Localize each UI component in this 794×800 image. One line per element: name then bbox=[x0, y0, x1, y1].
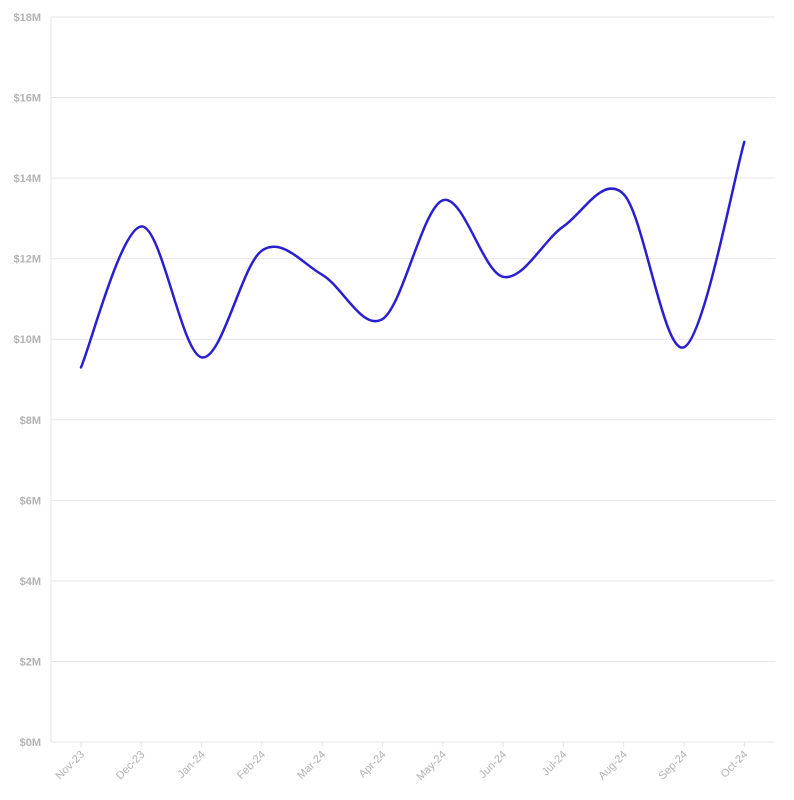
x-tick-label: Sep-24 bbox=[657, 749, 691, 783]
x-tick-label: Nov-23 bbox=[54, 749, 88, 783]
x-tick-label: Oct-24 bbox=[719, 749, 751, 781]
x-tick-label: Jul-24 bbox=[540, 749, 570, 779]
x-tick-label: Apr-24 bbox=[357, 749, 389, 781]
x-tick-label: Aug-24 bbox=[596, 749, 630, 783]
y-tick-label: $10M bbox=[13, 334, 41, 346]
series-line bbox=[79, 140, 746, 369]
y-tick-label: $14M bbox=[13, 173, 41, 185]
y-tick-labels: $0M $2M $4M $6M $8M $10M $12M $14M $16M $18M bbox=[13, 12, 41, 749]
x-tick-label: Feb-24 bbox=[235, 749, 268, 782]
x-tick-labels: Nov-23 Dec-23 Jan-24 Feb-24 Mar-24 Apr-24 May-… bbox=[54, 749, 751, 783]
y-tick-label: $6M bbox=[20, 495, 41, 507]
y-tick-label: $2M bbox=[20, 656, 41, 668]
y-tick-label: $4M bbox=[20, 576, 41, 588]
series bbox=[79, 140, 746, 369]
gridlines bbox=[51, 16, 775, 747]
y-tick-label: $0M bbox=[20, 737, 41, 749]
x-tick-label: May-24 bbox=[414, 749, 448, 783]
x-tick-label: Jan-24 bbox=[175, 749, 207, 781]
x-tick-label: Jun-24 bbox=[477, 749, 509, 781]
y-tick-label: $16M bbox=[13, 93, 41, 105]
x-tick-label: Dec-23 bbox=[114, 749, 148, 783]
axes bbox=[50, 17, 775, 743]
x-tick-label: Mar-24 bbox=[295, 749, 328, 782]
y-tick-label: $18M bbox=[13, 12, 41, 24]
y-tick-label: $8M bbox=[20, 415, 41, 427]
y-tick-label: $12M bbox=[13, 254, 41, 266]
